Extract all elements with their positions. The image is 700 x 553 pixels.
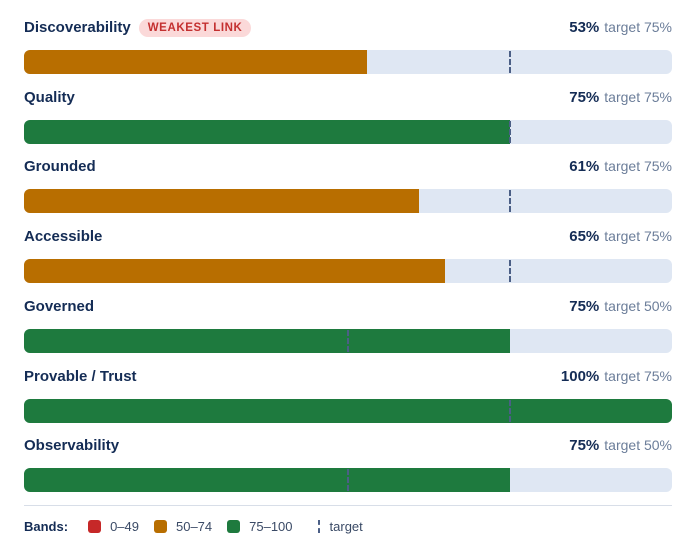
category-name: Quality xyxy=(24,88,75,106)
target-marker xyxy=(509,399,511,422)
bar-track xyxy=(24,259,672,284)
legend-swatch-low xyxy=(88,520,102,533)
target-marker xyxy=(509,51,511,73)
bar-track xyxy=(24,398,672,423)
target-label: target 50% xyxy=(604,297,672,314)
bar-track xyxy=(24,328,672,353)
bar-fill xyxy=(24,259,446,284)
value-label: 75% xyxy=(569,297,600,315)
category-label-discoverability: Discoverability WEAKEST LINK xyxy=(24,19,252,37)
category-name: Provable / Trust xyxy=(24,367,137,385)
legend-swatch-mid xyxy=(153,520,167,533)
bar-fill xyxy=(24,398,672,423)
target-label: target 50% xyxy=(604,437,672,454)
bar-fill xyxy=(24,468,510,493)
category-label-provable-trust: Provable / Trust xyxy=(24,368,137,385)
target-marker xyxy=(509,120,511,143)
target-label: target 75% xyxy=(604,158,672,175)
value-readout-governed: 75% target 50% xyxy=(569,298,672,315)
legend-divider xyxy=(24,505,672,506)
legend-target-marker xyxy=(317,520,320,533)
bar-track xyxy=(24,189,672,214)
legend: Bands: 0–49 50–74 75–100 target xyxy=(24,519,378,534)
value-label: 75% xyxy=(569,88,600,106)
category-label-accessible: Accessible xyxy=(24,228,102,245)
bar-fill xyxy=(24,50,368,74)
value-readout-quality: 75% target 75% xyxy=(569,89,672,106)
bar-track xyxy=(24,50,672,74)
legend-item-target: target xyxy=(308,519,363,534)
legend-item-low: 0–49 xyxy=(88,519,139,534)
target-label: target 75% xyxy=(604,88,672,105)
legend-label-mid: 50–74 xyxy=(175,519,213,534)
category-label-governed: Governed xyxy=(24,298,94,315)
bar-track xyxy=(24,119,672,144)
value-readout-provable-trust: 100% target 75% xyxy=(561,368,672,385)
category-name: Accessible xyxy=(24,228,103,246)
category-name: Discoverability xyxy=(24,19,131,36)
legend-label-high: 75–100 xyxy=(249,519,293,534)
category-label-grounded: Grounded xyxy=(24,158,96,175)
target-label: target 75% xyxy=(604,228,672,245)
target-marker xyxy=(509,260,511,283)
weakest-link-badge: WEAKEST LINK xyxy=(138,19,252,37)
bar-row-discoverability: Discoverability WEAKEST LINK 53% target 75% xyxy=(24,5,672,75)
legend-label-low: 0–49 xyxy=(110,519,139,534)
target-marker xyxy=(509,190,511,213)
bar-fill xyxy=(24,119,510,144)
category-label-observability: Observability xyxy=(24,437,119,454)
bar-fill xyxy=(24,328,510,353)
bar-row-observability: Observability 75% target 50% xyxy=(24,423,672,493)
value-label: 75% xyxy=(569,437,600,455)
value-readout-accessible: 65% target 75% xyxy=(569,228,672,245)
legend-item-high: 75–100 xyxy=(227,519,293,534)
target-label: target 75% xyxy=(604,367,672,384)
target-marker xyxy=(347,329,349,352)
value-label: 53% xyxy=(569,19,600,36)
bar-row-grounded: Grounded 61% target 75% xyxy=(24,144,672,214)
bar-row-quality: Quality 75% target 75% xyxy=(24,75,672,145)
target-label: target 75% xyxy=(604,19,672,35)
value-readout-grounded: 61% target 75% xyxy=(569,158,672,175)
category-name: Observability xyxy=(24,437,120,455)
value-readout-discoverability: 53% target 75% xyxy=(569,19,672,36)
target-marker xyxy=(347,469,349,492)
legend-label-target: target xyxy=(329,519,363,534)
legend-swatch-high xyxy=(227,520,241,533)
value-label: 100% xyxy=(560,367,600,385)
value-readout-observability: 75% target 50% xyxy=(569,437,672,454)
category-name: Grounded xyxy=(24,158,96,176)
bar-row-provable-trust: Provable / Trust 100% target 75% xyxy=(24,354,672,424)
bar-row-governed: Governed 75% target 50% xyxy=(24,284,672,354)
category-name: Governed xyxy=(24,297,95,315)
legend-title: Bands: xyxy=(24,519,69,534)
value-label: 65% xyxy=(569,228,600,246)
bar-fill xyxy=(24,189,420,214)
category-label-quality: Quality xyxy=(24,89,75,106)
legend-item-mid: 50–74 xyxy=(153,519,213,534)
bar-track xyxy=(24,468,672,493)
bar-row-accessible: Accessible 65% target 75% xyxy=(24,214,672,284)
value-label: 61% xyxy=(569,158,600,176)
